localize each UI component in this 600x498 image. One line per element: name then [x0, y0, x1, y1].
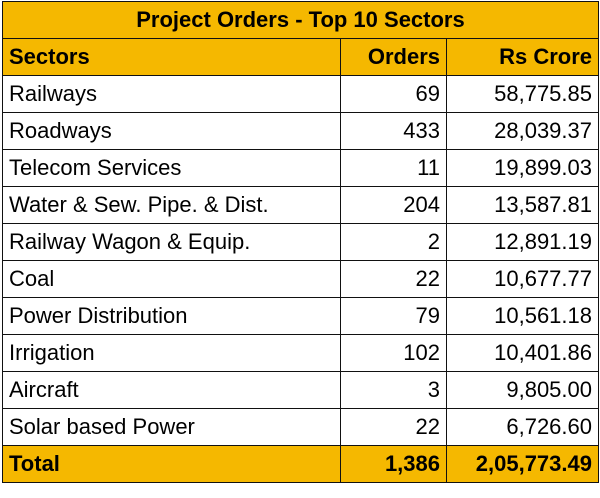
cell-sector: Telecom Services: [2, 149, 341, 187]
header-row: Sectors Orders Rs Crore: [2, 38, 599, 76]
cell-orders: 11: [340, 149, 447, 187]
cell-sector: Roadways: [2, 112, 341, 150]
table-row: Power Distribution 79 10,561.18: [2, 297, 599, 335]
table-row: Solar based Power 22 6,726.60: [2, 408, 599, 446]
cell-sector: Aircraft: [2, 371, 341, 409]
cell-rs-crore: 10,401.86: [446, 334, 599, 372]
table-row: Telecom Services 11 19,899.03: [2, 149, 599, 187]
cell-orders: 22: [340, 260, 447, 298]
cell-rs-crore: 58,775.85: [446, 75, 599, 113]
cell-sector: Water & Sew. Pipe. & Dist.: [2, 186, 341, 224]
cell-sector: Railway Wagon & Equip.: [2, 223, 341, 261]
table-row: Railway Wagon & Equip. 2 12,891.19: [2, 223, 599, 261]
cell-rs-crore: 10,677.77: [446, 260, 599, 298]
cell-orders: 79: [340, 297, 447, 335]
table-title: Project Orders - Top 10 Sectors: [2, 1, 599, 39]
cell-rs-crore: 9,805.00: [446, 371, 599, 409]
cell-sector: Power Distribution: [2, 297, 341, 335]
cell-rs-crore: 12,891.19: [446, 223, 599, 261]
title-row: Project Orders - Top 10 Sectors: [2, 1, 599, 39]
cell-orders: 102: [340, 334, 447, 372]
cell-sector: Coal: [2, 260, 341, 298]
table-row: Aircraft 3 9,805.00: [2, 371, 599, 409]
cell-sector: Irrigation: [2, 334, 341, 372]
table-row: Railways 69 58,775.85: [2, 75, 599, 113]
total-orders: 1,386: [340, 445, 447, 483]
cell-orders: 2: [340, 223, 447, 261]
cell-orders: 433: [340, 112, 447, 150]
cell-rs-crore: 19,899.03: [446, 149, 599, 187]
cell-orders: 204: [340, 186, 447, 224]
column-header-orders: Orders: [340, 38, 447, 76]
total-label: Total: [2, 445, 341, 483]
table-row: Coal 22 10,677.77: [2, 260, 599, 298]
column-header-rs-crore: Rs Crore: [446, 38, 599, 76]
cell-sector: Railways: [2, 75, 341, 113]
cell-orders: 22: [340, 408, 447, 446]
table-row: Roadways 433 28,039.37: [2, 112, 599, 150]
cell-orders: 3: [340, 371, 447, 409]
cell-rs-crore: 6,726.60: [446, 408, 599, 446]
total-value: 2,05,773.49: [446, 445, 599, 483]
data-table: Project Orders - Top 10 Sectors Sectors …: [2, 1, 599, 483]
cell-rs-crore: 13,587.81: [446, 186, 599, 224]
cell-rs-crore: 10,561.18: [446, 297, 599, 335]
table-row: Irrigation 102 10,401.86: [2, 334, 599, 372]
cell-sector: Solar based Power: [2, 408, 341, 446]
cell-orders: 69: [340, 75, 447, 113]
table-row: Water & Sew. Pipe. & Dist. 204 13,587.81: [2, 186, 599, 224]
cell-rs-crore: 28,039.37: [446, 112, 599, 150]
table-body: Railways 69 58,775.85 Roadways 433 28,039.37 T…: [2, 75, 599, 446]
column-header-sectors: Sectors: [2, 38, 341, 76]
total-row: Total 1,386 2,05,773.49: [2, 445, 599, 483]
